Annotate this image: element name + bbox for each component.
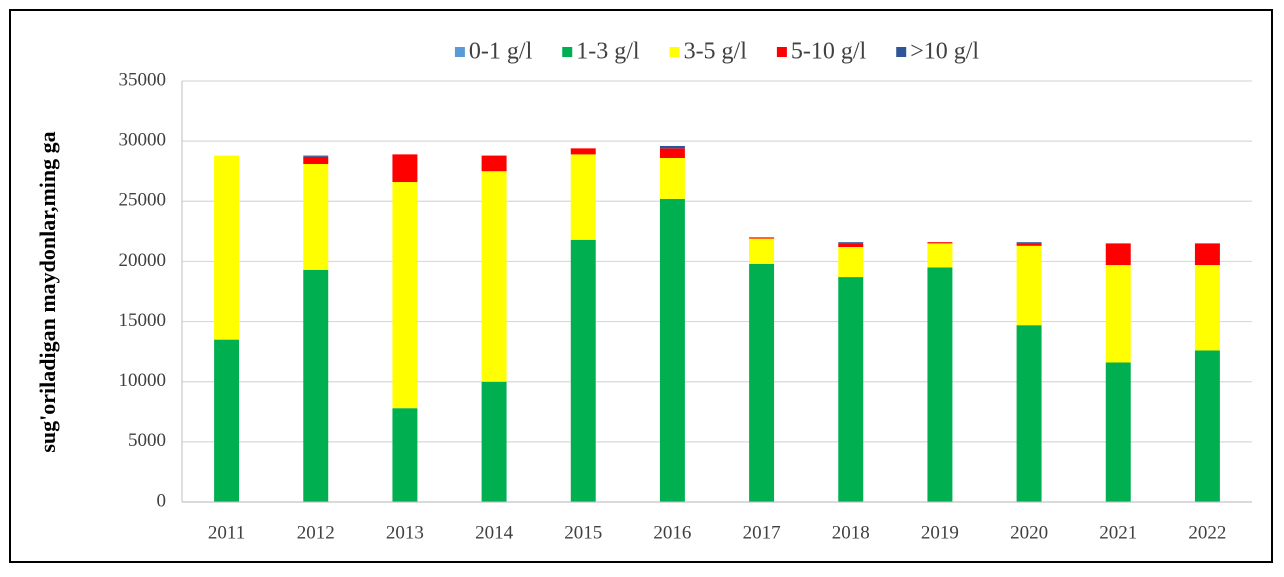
x-tick-label: 2016 (653, 522, 691, 543)
bar-segment (570, 154, 596, 240)
bar-segment (1105, 362, 1131, 502)
legend-label: >10 g/l (910, 39, 979, 65)
bar-segment (570, 239, 596, 502)
bar-segment (927, 243, 953, 268)
x-tick-label: 2021 (1099, 522, 1137, 543)
bar-segment (838, 243, 864, 247)
bar-segment (838, 242, 864, 244)
bar-segment (1016, 245, 1042, 326)
bar-segment (303, 155, 329, 157)
x-tick-label: 2011 (208, 522, 245, 543)
x-tick-label: 2019 (921, 522, 959, 543)
bar-segment (392, 154, 418, 183)
bar-segment (838, 277, 864, 502)
legend-swatch (562, 47, 573, 57)
legend-label: 5-10 g/l (791, 39, 867, 65)
y-tick-label: 5000 (128, 430, 166, 451)
y-tick-label: 15000 (119, 310, 167, 331)
bar-segment (749, 237, 775, 239)
bar-segment (570, 148, 596, 155)
y-tick-label: 0 (157, 490, 167, 511)
bar-segment (1105, 265, 1131, 363)
bar-segment (303, 163, 329, 270)
bar-segment (392, 408, 418, 502)
bar-segment (214, 339, 240, 502)
bar-segment (659, 148, 685, 158)
y-tick-label: 35000 (119, 69, 167, 90)
bar-segment (481, 155, 507, 172)
legend-label: 1-3 g/l (576, 39, 640, 65)
y-tick-label: 20000 (119, 250, 167, 271)
bar-segment (392, 182, 418, 409)
bar-segment (927, 242, 953, 244)
x-tick-label: 2012 (297, 522, 335, 543)
bar-segment (481, 381, 507, 502)
bar-segment (749, 238, 775, 264)
bar-segment (1194, 350, 1220, 502)
bar-segment (481, 171, 507, 382)
bar-segment (1105, 243, 1131, 266)
bar-segment (659, 145, 685, 149)
x-tick-label: 2020 (1010, 522, 1048, 543)
bar-segment (303, 156, 329, 164)
y-tick-label: 10000 (119, 370, 167, 391)
x-tick-label: 2015 (564, 522, 602, 543)
bar-segment (749, 263, 775, 502)
bar-segment (214, 155, 240, 340)
legend-swatch (454, 47, 465, 57)
legend-swatch (776, 47, 787, 57)
x-tick-label: 2013 (386, 522, 424, 543)
y-tick-label: 25000 (119, 190, 167, 211)
x-tick-label: 2014 (475, 522, 514, 543)
bar-segment (1194, 243, 1220, 266)
x-tick-label: 2017 (743, 522, 781, 543)
bar-segment (659, 157, 685, 199)
y-axis-label: sug'oriladigan maydonlar,ming ga (35, 131, 60, 452)
x-tick-label: 2018 (832, 522, 870, 543)
bar-segment (1016, 242, 1042, 244)
legend-swatch (669, 47, 680, 57)
frame (9, 9, 1273, 563)
legend-swatch (896, 47, 907, 57)
legend-label: 0-1 g/l (469, 39, 533, 65)
bar-segment (1194, 265, 1220, 351)
bar-segment (659, 198, 685, 502)
bar-segment (1016, 325, 1042, 502)
bar-segment (1016, 243, 1042, 246)
bar-segment (927, 267, 953, 502)
bar-segment (838, 246, 864, 278)
y-tick-label: 30000 (119, 130, 167, 151)
legend-label: 3-5 g/l (684, 39, 748, 65)
bar-segment (303, 269, 329, 502)
x-tick-label: 2022 (1188, 522, 1226, 543)
